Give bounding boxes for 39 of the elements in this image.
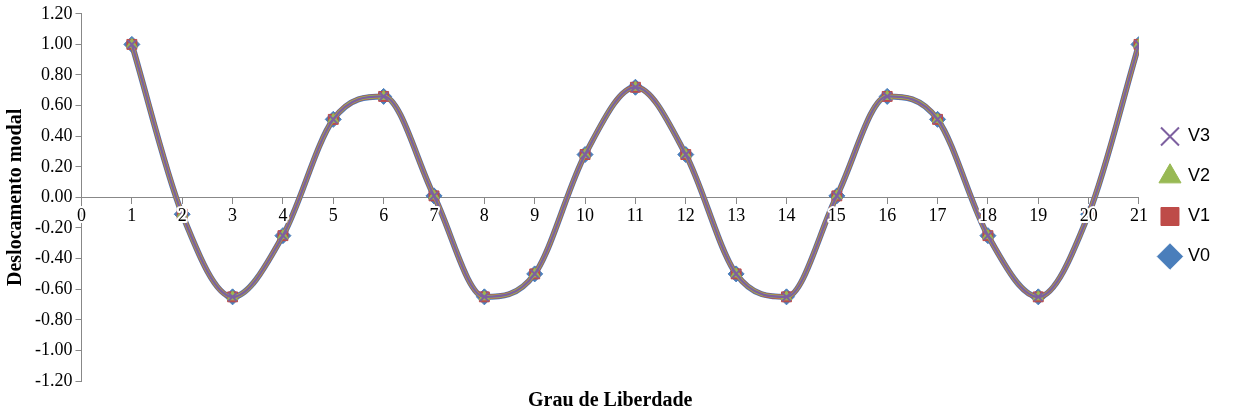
x-tick-label: 16 xyxy=(878,205,897,226)
y-axis-title: Deslocamento modal xyxy=(3,108,26,286)
x-axis-title: Grau de Liberdade xyxy=(528,388,693,411)
x-tick-label: 17 xyxy=(928,205,947,226)
legend-label: V2 xyxy=(1187,165,1211,186)
y-tick-label: -0.20 xyxy=(34,216,73,237)
y-tick-label: 0.40 xyxy=(40,124,73,145)
x-tick-label: 14 xyxy=(777,205,796,226)
legend-label: V1 xyxy=(1187,205,1211,226)
x-tick-label: 7 xyxy=(429,205,439,226)
y-tick-label: -0.40 xyxy=(34,247,73,268)
y-tick-label: 0.60 xyxy=(40,94,73,115)
x-tick-label: 10 xyxy=(576,205,595,226)
y-tick-label: -0.60 xyxy=(34,277,73,298)
x-tick-label: 5 xyxy=(328,205,338,226)
x-tick-label: 6 xyxy=(379,205,389,226)
y-tick-label: 0.80 xyxy=(40,63,73,84)
x-tick-label: 19 xyxy=(1029,205,1048,226)
x-tick-label: 0 xyxy=(76,205,86,226)
x-tick-label: 8 xyxy=(479,205,489,226)
y-tick-label: -1.00 xyxy=(34,339,73,360)
x-tick-label: 1 xyxy=(127,205,137,226)
legend-label: V0 xyxy=(1187,245,1211,266)
x-tick-label: 20 xyxy=(1079,205,1098,226)
x-tick-label: 13 xyxy=(727,205,746,226)
x-tick-label: 11 xyxy=(626,205,645,226)
x-tick-label: 9 xyxy=(530,205,540,226)
x-tick-label: 4 xyxy=(278,205,288,226)
y-tick-label: 0.00 xyxy=(40,186,73,207)
x-tick-label: 21 xyxy=(1129,205,1148,226)
y-tick-label: -0.80 xyxy=(34,308,73,329)
x-tick-label: 12 xyxy=(676,205,695,226)
y-tick-label: 0.20 xyxy=(40,155,73,176)
y-tick-label: 1.20 xyxy=(40,2,73,23)
y-tick-label: -1.20 xyxy=(34,369,73,390)
x-tick-label: 3 xyxy=(228,205,238,226)
y-tick-label: 1.00 xyxy=(40,33,73,54)
x-tick-label: 18 xyxy=(978,205,997,226)
legend-label: V3 xyxy=(1187,125,1211,146)
